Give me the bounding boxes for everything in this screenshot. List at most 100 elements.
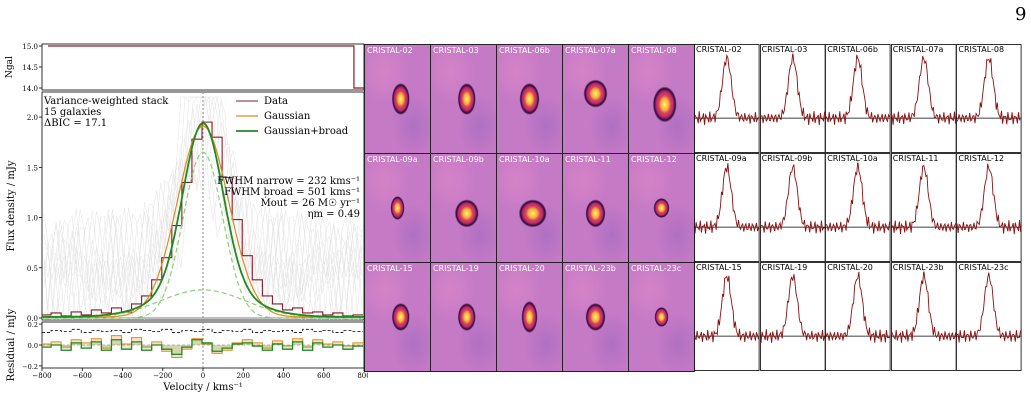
spectrum-label: CRISTAL-08: [958, 45, 1005, 54]
mini-spectrum-line: [760, 164, 825, 234]
velocity-xlabel: Velocity / kms⁻¹: [162, 382, 243, 393]
thumbnail-cristal-08: CRISTAL-08: [628, 44, 695, 154]
spectrum-label: CRISTAL-02: [696, 45, 742, 54]
thumbnail-label: CRISTAL-06b: [499, 46, 550, 55]
mini-spectrum: [956, 44, 1022, 153]
spectrum-label: CRISTAL-07a: [892, 45, 944, 54]
thumbnail-cristal-11: CRISTAL-11: [562, 153, 629, 263]
thumbnail-cristal-03: CRISTAL-03: [430, 44, 497, 154]
mini-spectrum: [956, 262, 1022, 371]
individual-spectrum: [43, 124, 363, 321]
spectrum-cell-cristal-23c: CRISTAL-23c: [956, 262, 1022, 371]
individual-spectrum: [43, 104, 363, 321]
thumbnail-label: CRISTAL-20: [499, 264, 545, 273]
gaussian-broad-residual-fill: [42, 339, 363, 355]
mini-spectrum-line: [825, 54, 891, 125]
page-number: 9: [1015, 4, 1027, 25]
mini-spectrum: [825, 262, 891, 371]
thumbnail-label: CRISTAL-15: [367, 264, 413, 273]
thumbnail-cristal-23b: CRISTAL-23b: [562, 262, 629, 372]
residual-ytick-label: −0.2: [22, 363, 38, 371]
spectrum-panel: 0.0 0.5 1.0 1.5 2.0 Flux density / mJy Varianc…: [6, 91, 365, 323]
mini-spectrum: [759, 262, 826, 371]
thumbnail-cristal-10a: CRISTAL-10a: [496, 153, 563, 263]
spectrum-ytick-label: 1.5: [27, 164, 38, 172]
mini-spectrum-line: [891, 55, 956, 125]
ngal-ytick-label: 14.5: [22, 64, 38, 72]
stack-annotation: Variance-weighted stack: [43, 96, 169, 107]
residual-panel: 0.20.0−0.2−800−600−400−2000200400600800V…: [6, 308, 368, 393]
spectrum-label: CRISTAL-06b: [827, 45, 878, 54]
residual-xtick-label: 0: [201, 372, 205, 380]
spectrum-cell-cristal-10a: CRISTAL-10a: [825, 153, 891, 262]
mini-spectrum-line: [760, 274, 825, 344]
mini-spectrum: [825, 153, 891, 262]
ngal-line: [48, 45, 364, 89]
mini-spectrum-frame: [759, 44, 826, 153]
ngal-ytick-label: 14.0: [22, 85, 38, 93]
residual-ytick-label: 0.2: [28, 321, 38, 329]
thumbnail-cristal-09a: CRISTAL-09a: [364, 153, 431, 263]
thumbnail-label: CRISTAL-09a: [367, 155, 418, 164]
mini-spectrum-frame: [890, 44, 957, 153]
spectrum-label: CRISTAL-09a: [696, 154, 747, 163]
mini-spectrum: [956, 153, 1022, 262]
legend-label: Gaussian: [264, 111, 311, 122]
spectrum-ytick-label: 0.0: [27, 315, 38, 323]
thumbnail-label: CRISTAL-09b: [433, 155, 484, 164]
residual-xtick-label: −800: [32, 372, 51, 380]
thumbnail-cristal-06b: CRISTAL-06b: [496, 44, 563, 154]
spectra-grid: CRISTAL-02 CRISTAL-03 CRISTAL-06b CRISTAL-0…: [694, 44, 1022, 372]
mini-spectrum-frame: [956, 153, 1022, 262]
spectrum-cell-cristal-07a: CRISTAL-07a: [890, 44, 957, 153]
gaussian-fit-curve: [42, 125, 364, 318]
thumbnail-label: CRISTAL-03: [433, 46, 479, 55]
fit-result-text: Ṁout = 26 M☉ yr⁻¹: [261, 197, 360, 209]
thumbnail-label: CRISTAL-12: [631, 155, 677, 164]
gaussian-broad-fit-curve: [42, 122, 364, 318]
spectrum-ytick-label: 2.0: [27, 114, 38, 122]
thumbnail-cristal-07a: CRISTAL-07a: [562, 44, 629, 154]
thumbnail-label: CRISTAL-11: [565, 155, 611, 164]
mini-spectrum: [694, 262, 760, 371]
residual-xtick-label: −600: [73, 372, 92, 380]
mini-spectrum-frame: [890, 153, 957, 262]
spectrum-label: CRISTAL-20: [827, 263, 873, 272]
thumbnail-cristal-23c: CRISTAL-23c: [628, 262, 695, 372]
spectrum-cell-cristal-02: CRISTAL-02: [694, 44, 760, 153]
mini-spectrum: [694, 44, 760, 153]
spectrum-ytick-label: 0.5: [27, 265, 38, 273]
mini-spectrum-frame: [956, 44, 1022, 153]
mini-spectrum-line: [956, 163, 1022, 235]
mini-spectrum-line: [891, 165, 956, 234]
spectrum-label: CRISTAL-12: [958, 154, 1005, 163]
residual-xtick-label: −200: [153, 372, 172, 380]
residual-ylabel: Residual / mJy: [6, 308, 17, 381]
spectrum-ylabel: Flux density / mJy: [6, 160, 17, 251]
thumbnail-label: CRISTAL-23c: [631, 264, 682, 273]
residual-xtick-label: 400: [277, 372, 290, 380]
spectrum-cell-cristal-09b: CRISTAL-09b: [759, 153, 826, 262]
spectrum-cell-cristal-23b: CRISTAL-23b: [890, 262, 957, 371]
mini-spectrum-frame: [694, 44, 760, 153]
mini-spectrum-line: [956, 57, 1022, 125]
thumbnail-label: CRISTAL-10a: [499, 155, 550, 164]
stacked-spectrum-chart: 15.0 14.5 14.0 Ngal 0.0 0.5 1.0 1.5 2.0 Flux den…: [5, 43, 368, 393]
mini-spectrum: [759, 44, 826, 153]
spectrum-cell-cristal-09a: CRISTAL-09a: [694, 153, 760, 262]
residual-xtick-label: −400: [113, 372, 132, 380]
spectrum-label: CRISTAL-11: [892, 154, 939, 163]
mini-spectrum-frame: [825, 262, 891, 371]
mini-spectrum: [694, 153, 760, 262]
data-step-line: [42, 121, 363, 317]
mini-spectrum: [759, 153, 826, 262]
mini-spectrum-frame: [890, 262, 957, 371]
narrow-component-curve: [42, 151, 364, 319]
mini-spectrum-frame: [694, 262, 760, 371]
spectrum-label: CRISTAL-10a: [827, 154, 878, 163]
stack-annotation: ΔBIC = 17.1: [44, 118, 107, 129]
legend-label: Data: [264, 96, 288, 107]
spectrum-ytick-label: 1.0: [27, 215, 38, 223]
spectrum-label: CRISTAL-19: [761, 263, 808, 272]
mini-spectrum-line: [825, 271, 890, 343]
